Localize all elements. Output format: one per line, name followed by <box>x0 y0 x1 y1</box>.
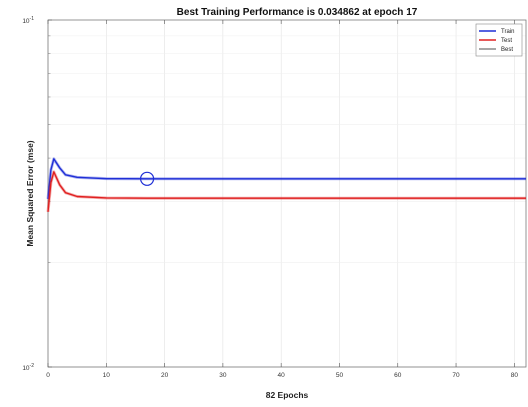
y-axis-label: Mean Squared Error (mse) <box>25 140 35 246</box>
x-tick-label: 0 <box>46 372 50 379</box>
x-tick-label: 20 <box>161 372 169 379</box>
y-tick-label: 10-2 <box>22 363 34 372</box>
axis-ticks: 0 10 20 30 40 50 60 70 80 10-2 10-1 <box>22 16 518 379</box>
x-tick-label: 80 <box>511 372 519 379</box>
x-tick-label: 10 <box>103 372 111 379</box>
legend: Train Test Best <box>475 23 523 57</box>
x-axis-label: 82 Epochs <box>266 390 309 400</box>
series-line-train <box>47 158 526 200</box>
x-tick-label: 30 <box>219 372 227 379</box>
x-tick-label: 70 <box>452 372 460 379</box>
y-tick-label: 10-1 <box>22 16 34 25</box>
series-layer <box>46 157 526 212</box>
x-tick-label: 60 <box>394 372 402 379</box>
series-line-test <box>47 171 526 212</box>
legend-label-test: Test <box>501 38 512 44</box>
legend-label-train: Train <box>501 29 514 35</box>
best-epoch-marker <box>139 171 155 186</box>
x-tick-label: 50 <box>336 372 344 379</box>
grid-lines <box>47 20 526 368</box>
x-tick-label: 40 <box>278 372 286 379</box>
chart-title: Best Training Performance is 0.034862 at… <box>177 7 418 18</box>
legend-label-best: Best <box>501 47 513 53</box>
